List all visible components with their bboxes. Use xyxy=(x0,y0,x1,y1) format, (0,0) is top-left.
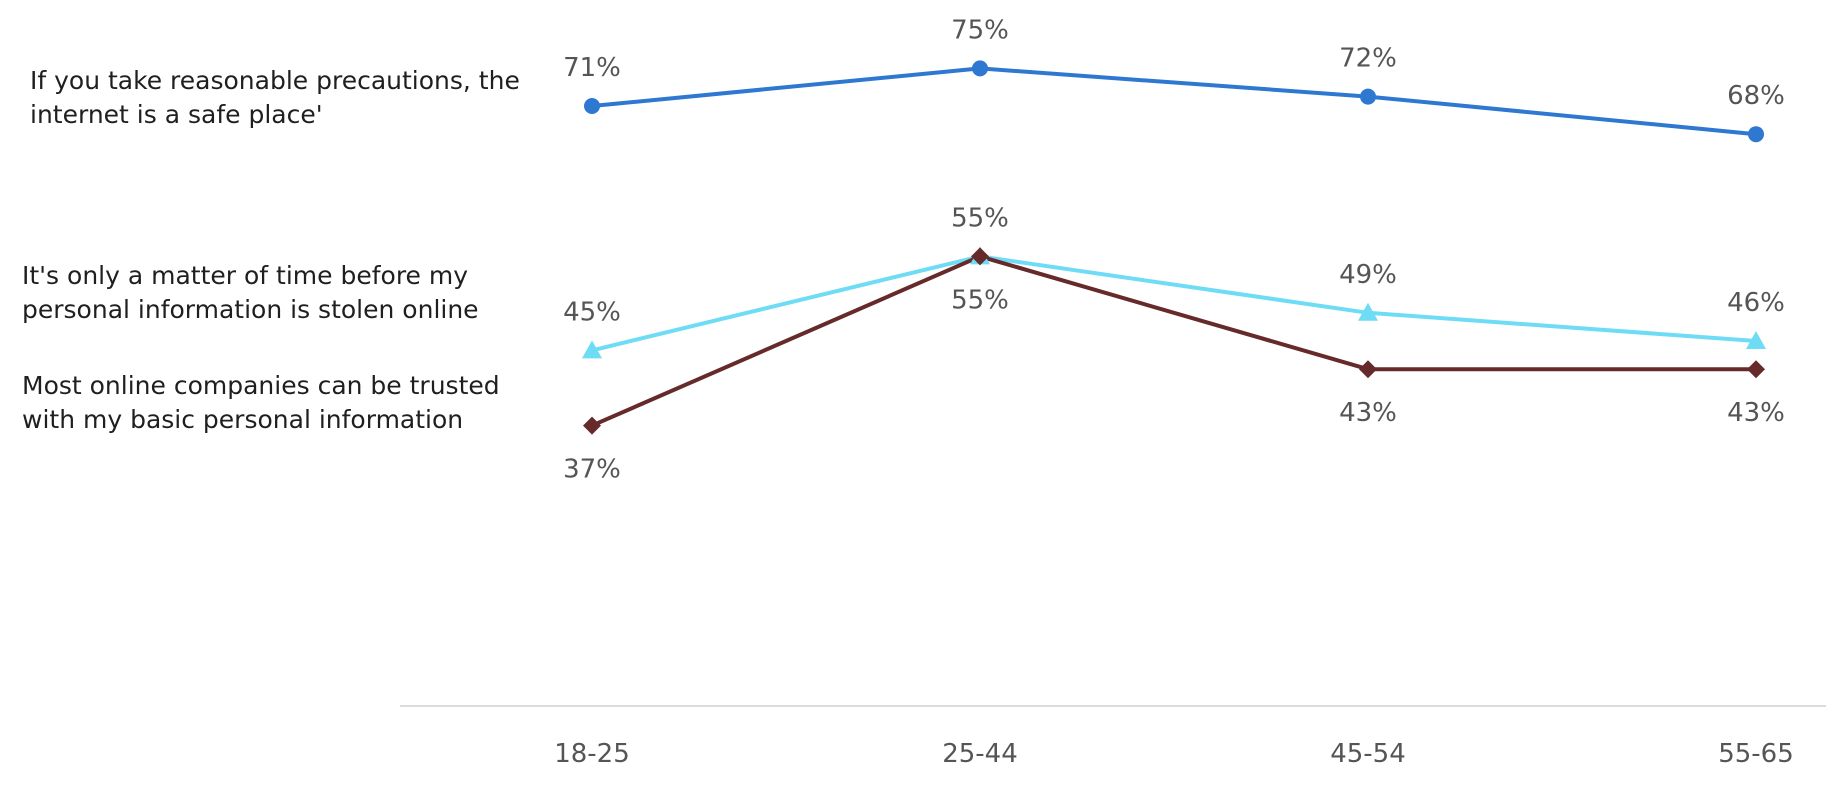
x-axis-ticks: 18-25 25-44 45-54 55-65 xyxy=(554,739,1794,769)
data-label-series-3-45-54: 43% xyxy=(1339,398,1397,428)
series-line-2 xyxy=(590,254,1758,353)
data-label-series-2-25-44: 55% xyxy=(951,203,1009,233)
series-lines xyxy=(590,66,1758,428)
x-tick-label-25-44: 25-44 xyxy=(942,739,1018,769)
series-line-1 xyxy=(590,66,1758,137)
data-labels: 71% 75% 72% 68% 45% 55% 49% 46% 37% 55% 43% 43% xyxy=(563,15,1785,484)
marker-series-3-25-44 xyxy=(971,247,989,266)
series-label-2-line-1: It's only a matter of time before my xyxy=(22,261,468,290)
data-markers xyxy=(582,60,1766,435)
data-label-series-3-25-44: 55% xyxy=(951,285,1009,315)
series-label-3-line-2: with my basic personal information xyxy=(22,405,463,434)
series-label-3-line-1: Most online companies can be trusted xyxy=(22,371,500,400)
series-legend: If you take reasonable precautions, the i… xyxy=(22,66,520,434)
series-label-1-line-1: If you take reasonable precautions, the xyxy=(30,66,520,95)
marker-series-2-18-25 xyxy=(582,340,602,359)
series-line-3 xyxy=(590,254,1758,428)
series-label-1-line-2: internet is a safe place' xyxy=(30,100,323,129)
marker-series-2-45-54 xyxy=(1358,302,1378,321)
marker-series-1-55-65 xyxy=(1748,126,1764,143)
data-label-series-2-18-25: 45% xyxy=(563,297,621,327)
data-label-series-3-55-65: 43% xyxy=(1727,398,1785,428)
data-label-series-1-18-25: 71% xyxy=(563,53,621,83)
marker-series-1-25-44 xyxy=(972,60,988,77)
marker-series-1-18-25 xyxy=(584,98,600,114)
marker-series-2-55-65 xyxy=(1746,331,1766,349)
data-label-series-2-55-65: 46% xyxy=(1727,288,1785,318)
x-tick-label-18-25: 18-25 xyxy=(554,739,630,769)
data-label-series-1-25-44: 75% xyxy=(951,15,1009,45)
x-tick-label-45-54: 45-54 xyxy=(1330,739,1406,769)
data-label-series-3-18-25: 37% xyxy=(563,455,621,485)
x-tick-label-55-65: 55-65 xyxy=(1718,739,1794,769)
marker-series-3-45-54 xyxy=(1359,360,1377,379)
marker-series-3-55-65 xyxy=(1747,360,1765,379)
data-label-series-1-55-65: 68% xyxy=(1727,81,1785,111)
data-label-series-2-45-54: 49% xyxy=(1339,260,1397,290)
marker-series-3-18-25 xyxy=(583,416,601,435)
marker-series-1-45-54 xyxy=(1360,88,1376,105)
series-label-2-line-2: personal information is stolen online xyxy=(22,295,479,324)
data-label-series-1-45-54: 72% xyxy=(1339,44,1397,74)
